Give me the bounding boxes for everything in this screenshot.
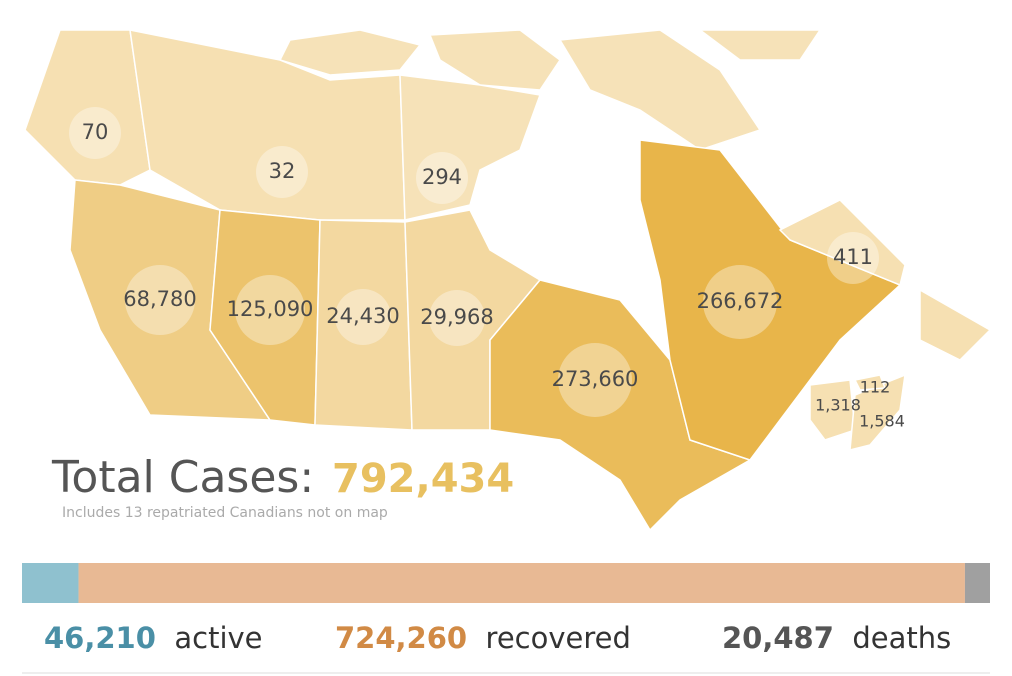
arctic-island — [428, 29, 562, 91]
total-title: Total Cases: — [51, 452, 314, 503]
region-label: 294 — [422, 165, 462, 189]
bar-segment — [78, 563, 965, 603]
yukon — [24, 29, 151, 186]
region-label: 32 — [269, 159, 296, 183]
quebec — [639, 139, 902, 461]
labrador — [778, 199, 906, 287]
bubble — [256, 146, 308, 198]
region-label: 1,318 — [815, 396, 861, 415]
region-label: 266,672 — [697, 289, 784, 313]
region-label: 112 — [860, 378, 891, 397]
total-note: Includes 13 repatriated Canadians not on… — [62, 505, 388, 521]
arctic-island — [558, 29, 762, 151]
total-value: 792,434 — [332, 456, 514, 502]
region-label: 24,430 — [326, 304, 399, 328]
newfoundland — [919, 288, 992, 361]
ontario — [489, 279, 752, 532]
bubble — [558, 343, 632, 417]
legend-name: active — [165, 621, 262, 655]
arctic-island — [697, 29, 822, 61]
legend: 46,210 active — [44, 621, 263, 655]
bar-segment — [22, 563, 79, 603]
new-brunswick — [809, 379, 856, 441]
bar-segment — [964, 563, 990, 603]
alberta — [209, 209, 321, 426]
bubble — [416, 152, 468, 204]
region-label: 1,584 — [859, 412, 905, 431]
bubble — [69, 107, 121, 159]
legend: 724,260 recovered — [335, 621, 631, 655]
region-label: 70 — [82, 120, 109, 144]
legend-value: 20,487 — [722, 621, 834, 655]
legend-name: recovered — [476, 621, 631, 655]
legend-value: 46,210 — [44, 621, 156, 655]
pei — [853, 374, 887, 391]
bubble — [827, 232, 879, 284]
region-label: 273,660 — [552, 367, 639, 391]
bubble — [703, 265, 777, 339]
region-label: 411 — [833, 245, 873, 269]
map — [24, 29, 992, 532]
bubble — [125, 265, 195, 335]
region-label: 125,090 — [227, 297, 314, 321]
legend: 20,487 deaths — [722, 621, 951, 655]
nova-scotia — [849, 373, 906, 451]
bubble — [335, 289, 391, 345]
nunavut — [399, 74, 542, 221]
breakdown-bar — [22, 563, 990, 603]
legend-name: deaths — [843, 621, 951, 655]
legend: 46,210 active 724,260 recovered 20,487 d… — [44, 621, 951, 655]
legend-value: 724,260 — [335, 621, 467, 655]
bubble — [429, 290, 485, 346]
region-labels: 70 32 294 68,780 125,090 24,430 29,968 2… — [69, 107, 905, 431]
bubble — [235, 275, 305, 345]
region-label: 29,968 — [420, 305, 493, 329]
region-label: 68,780 — [123, 287, 196, 311]
